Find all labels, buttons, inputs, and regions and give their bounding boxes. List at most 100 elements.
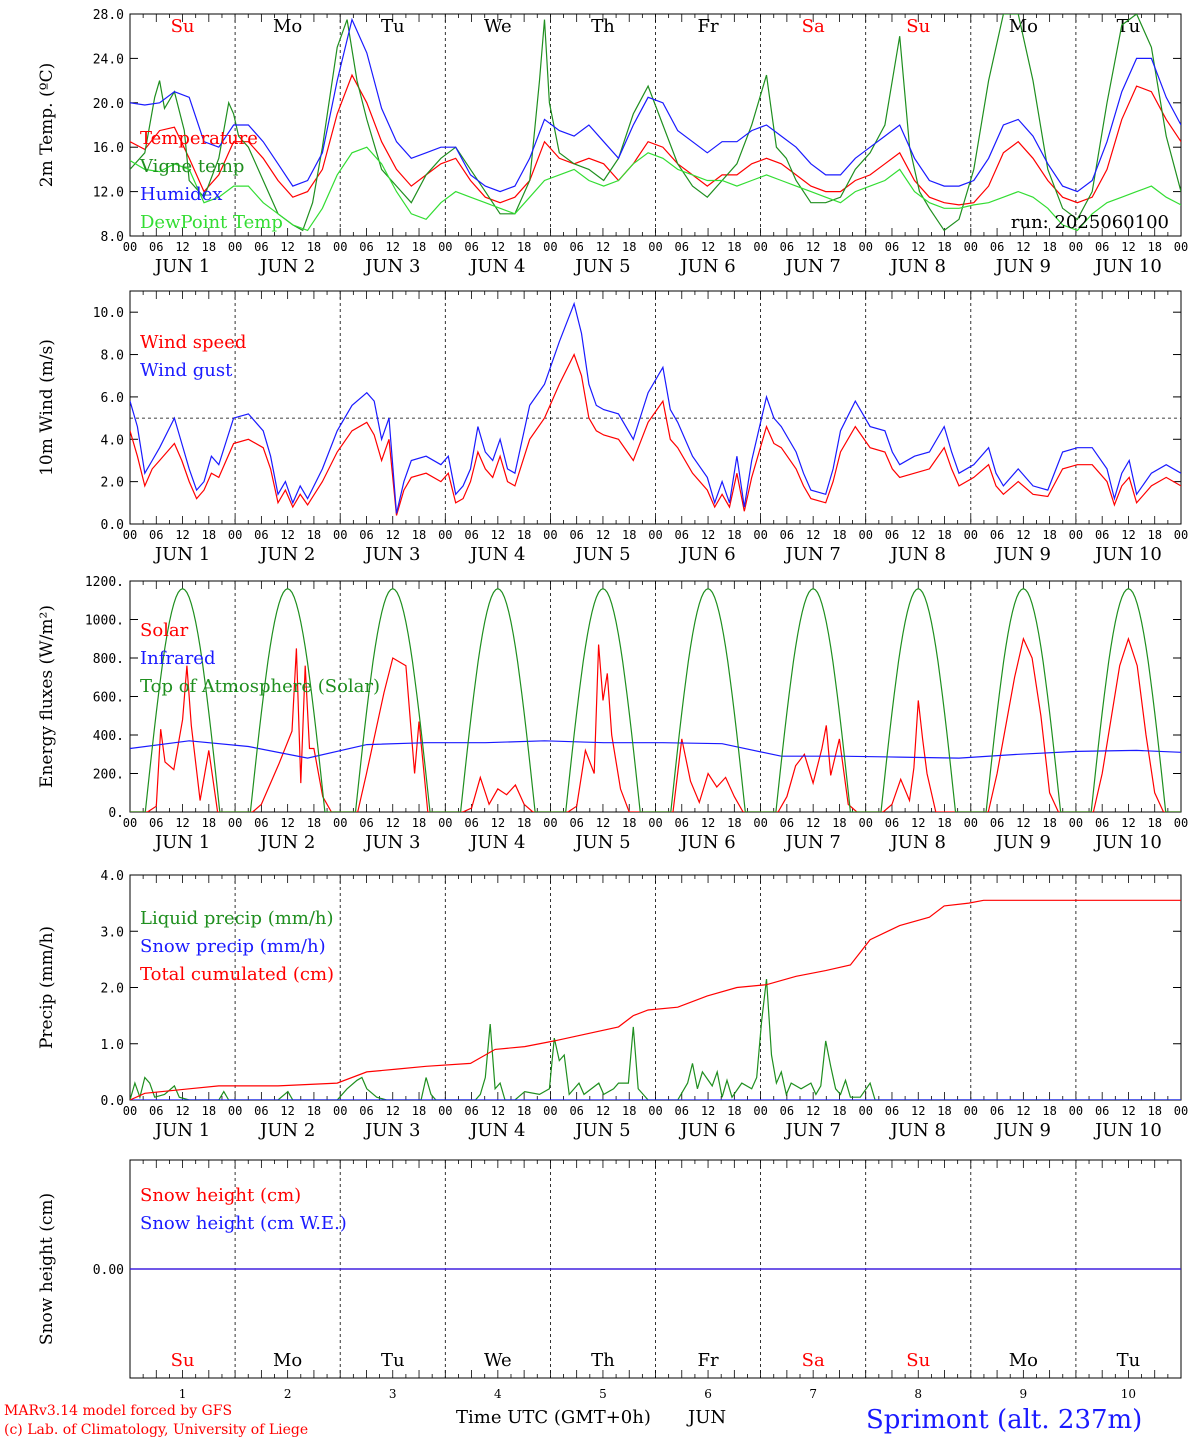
weekday-label: Su [171,1350,195,1371]
hour-label: 18 [727,240,741,254]
date-label: JUN 2 [258,256,315,277]
hour-label: 00 [964,816,978,830]
date-label: JUN 8 [889,256,946,277]
hour-label: 18 [412,1104,426,1118]
hour-label: 00 [1174,816,1188,830]
hour-label: 06 [569,240,583,254]
date-label: JUN 7 [783,1120,840,1141]
hour-label: 18 [727,1104,741,1118]
hour-label: 00 [543,1104,557,1118]
series-group [130,14,1181,232]
hour-label: 12 [701,1104,715,1118]
panel-3: 0. 200. 400. 600. 800. 1000. 1200. Energy fluxe… [37,575,1188,853]
hour-label: 06 [885,240,899,254]
hour-label: 00 [753,240,767,254]
hour-label: 00 [858,240,872,254]
hour-label: 00 [228,528,242,542]
y-axis-title: Snow height (cm) [37,1193,57,1345]
hour-label: 12 [1016,816,1030,830]
date-label: JUN 5 [573,544,630,565]
date-label: JUN 9 [994,1120,1051,1141]
date-label: JUN 10 [1093,1120,1162,1141]
hour-label: 18 [832,1104,846,1118]
hour-label: 00 [438,1104,452,1118]
y-tick-label: 20.0 [93,97,124,112]
day-number: 3 [389,1387,397,1401]
panel-4: 0.0 1.0 2.0 3.0 4.0 Precip (mm/h) 00 06 12 18 JUN … [37,869,1188,1141]
hour-label: 12 [491,528,505,542]
date-label: JUN 7 [783,832,840,853]
day-number: 2 [284,1387,292,1401]
hour-label: 12 [1016,528,1030,542]
day-number: 10 [1121,1387,1136,1401]
hour-label: 18 [517,528,531,542]
series-line-solar [130,636,1181,812]
y-tick-label: 1200. [85,575,124,590]
y-tick-label: 1000. [85,614,124,629]
y-tick-label: 800. [93,652,124,667]
y-tick-label: 0. [108,806,124,821]
weekday-label: Mo [1009,16,1038,37]
y-axis-title: 10m Wind (m/s) [37,339,57,476]
day-number: 1 [179,1387,187,1401]
date-label: JUN 6 [678,256,735,277]
hour-label: 06 [675,528,689,542]
series-group [130,301,1181,516]
hour-label: 18 [937,240,951,254]
weekday-label: We [484,1350,512,1371]
y-tick-label: 3.0 [101,925,124,940]
y-tick-label: 4.0 [101,433,124,448]
hour-label: 12 [911,240,925,254]
hour-label: 18 [1042,240,1056,254]
hour-label: 00 [1069,816,1083,830]
date-label: JUN 5 [573,832,630,853]
y-tick-label: 28.0 [93,8,124,23]
series-line-top-of-atmosphere-solar [130,588,1181,812]
hour-label: 00 [123,240,137,254]
date-label: JUN 4 [468,832,525,853]
day-number: 5 [599,1387,607,1401]
hour-label: 18 [412,528,426,542]
date-label: JUN 6 [678,1120,735,1141]
hour-label: 06 [675,1104,689,1118]
hour-label: 18 [1147,816,1161,830]
hour-label: 00 [333,1104,347,1118]
hour-label: 06 [149,240,163,254]
date-label: JUN 3 [363,544,420,565]
hour-label: 06 [675,816,689,830]
hour-label: 00 [438,528,452,542]
hour-label: 12 [280,240,294,254]
day-number: 7 [809,1387,817,1401]
legend-entry: Total cumulated (cm) [140,964,334,985]
panel-2: 0.0 2.0 4.0 6.0 8.0 10.0 10m Wind (m/s) 00 06 12 1… [37,290,1188,565]
hour-label: 12 [806,240,820,254]
hour-label: 06 [569,1104,583,1118]
date-label: JUN 5 [573,256,630,277]
y-tick-label: 24.0 [93,52,124,67]
hour-label: 06 [780,816,794,830]
hour-label: 12 [386,1104,400,1118]
series-line-total-cumulated-cm [130,899,1181,1100]
legend-entry: Wind gust [140,360,233,381]
hour-label: 00 [858,816,872,830]
y-tick-label: 8.0 [101,230,124,245]
hour-label: 00 [1069,1104,1083,1118]
weekday-label: Tu [1117,16,1141,37]
hour-label: 06 [885,528,899,542]
hour-label: 18 [202,816,216,830]
series-line-wind-gust [130,301,1181,514]
series-group [130,588,1181,812]
series-line-dewpoint-temp [130,146,1181,232]
hour-label: 06 [780,240,794,254]
credit-line-2: (c) Lab. of Climatology, University of L… [4,1422,308,1438]
hour-label: 00 [648,528,662,542]
weekday-label: Th [591,16,615,37]
station-name: Sprimont (alt. 237m) [866,1405,1142,1435]
weekday-label: Su [906,1350,930,1371]
legend-entry: DewPoint Temp [140,212,283,233]
day-number: 6 [704,1387,712,1401]
hour-label: 06 [1095,1104,1109,1118]
weekday-label: Mo [273,16,302,37]
hour-label: 06 [359,240,373,254]
series-line-temperature [130,73,1181,206]
